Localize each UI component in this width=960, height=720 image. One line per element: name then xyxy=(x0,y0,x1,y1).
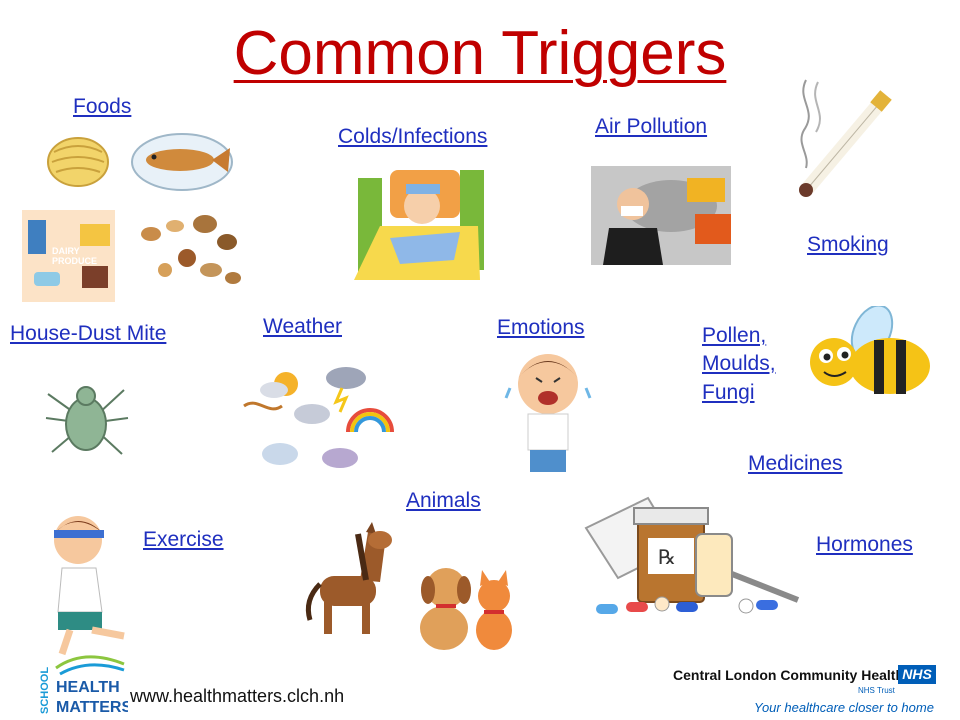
logo-matters-text: MATTERS xyxy=(56,699,128,716)
air-pollution-illustration xyxy=(591,166,731,265)
nuts-illustration xyxy=(141,215,241,284)
foods-link[interactable]: Foods xyxy=(73,95,132,118)
school-health-matters-logo: SCHOOL HEALTH MATTERS xyxy=(39,655,128,716)
nhs-trust-label: NHS Trust xyxy=(858,686,895,695)
pollen-link-line2[interactable]: Moulds, xyxy=(702,352,776,375)
medicines-illustration: ℞ xyxy=(584,496,800,614)
crisps-illustration xyxy=(47,137,109,187)
dairy-label-1: DAIRY xyxy=(52,246,80,256)
puppy-kitten-illustration xyxy=(420,568,512,650)
horse-illustration xyxy=(305,522,392,634)
running-boy-illustration xyxy=(54,516,125,656)
logo-health-text: HEALTH xyxy=(56,679,120,696)
footer-url: www.healthmatters.clch.nh xyxy=(130,686,345,706)
hormones-link[interactable]: Hormones xyxy=(816,533,913,556)
sick-boy-in-bed-illustration xyxy=(354,170,484,280)
smoking-link[interactable]: Smoking xyxy=(807,233,889,256)
colds-infections-link[interactable]: Colds/Infections xyxy=(338,125,488,148)
weather-link[interactable]: Weather xyxy=(263,315,342,338)
logo-school-text: SCHOOL xyxy=(39,667,51,714)
page-title: Common Triggers xyxy=(233,19,727,88)
organisation-name: Central London Community Healthcare xyxy=(673,667,933,683)
prescription-symbol: ℞ xyxy=(658,547,676,569)
exercise-link[interactable]: Exercise xyxy=(143,528,224,551)
medicines-link[interactable]: Medicines xyxy=(748,452,843,475)
organisation-tagline: Your healthcare closer to home xyxy=(754,700,934,715)
pollen-link-line3[interactable]: Fungi xyxy=(702,381,755,404)
pollen-link-line1[interactable]: Pollen, xyxy=(702,324,767,347)
fish-plate-illustration xyxy=(131,133,233,191)
cigarette-illustration xyxy=(799,79,892,197)
weather-icons-illustration xyxy=(243,367,394,470)
dairy-produce-illustration: DAIRY PRODUCE xyxy=(22,210,115,302)
animals-link[interactable]: Animals xyxy=(406,489,481,512)
air-pollution-link[interactable]: Air Pollution xyxy=(595,115,708,138)
nhs-logo: NHS xyxy=(898,665,936,684)
house-dust-mite-link[interactable]: House-Dust Mite xyxy=(10,322,167,345)
dust-mite-illustration xyxy=(45,386,129,455)
dairy-label-2: PRODUCE xyxy=(52,256,97,266)
emotions-link[interactable]: Emotions xyxy=(497,316,585,339)
crying-boy-illustration xyxy=(504,354,592,472)
bee-illustration xyxy=(810,306,930,394)
